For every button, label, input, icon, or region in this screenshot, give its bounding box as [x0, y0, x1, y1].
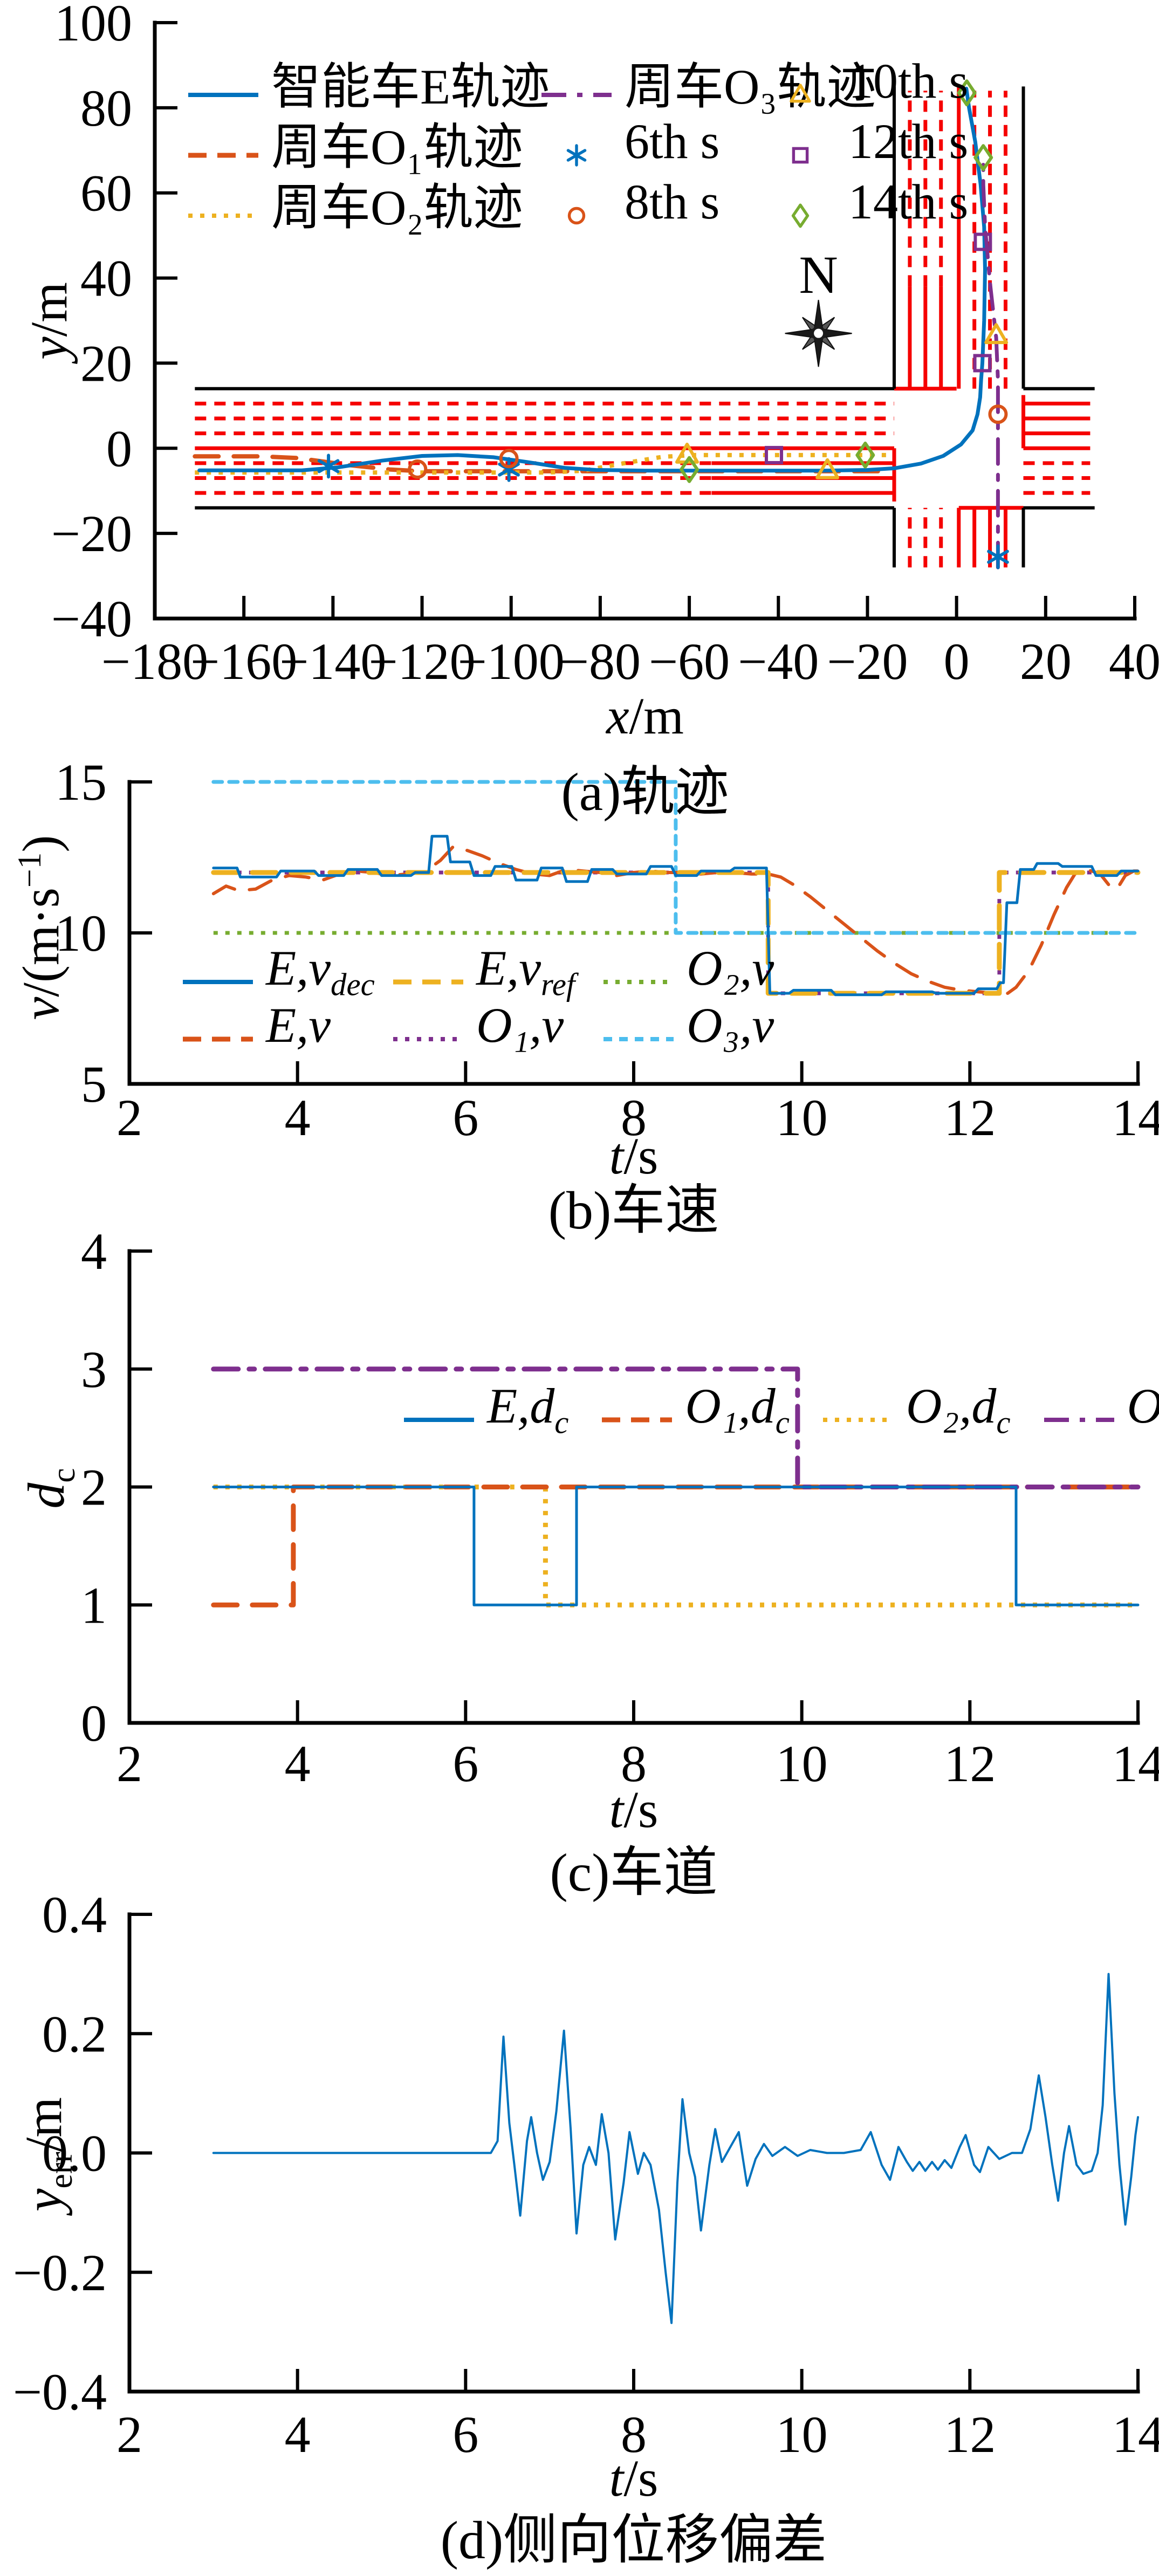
x-tick-label: 4: [285, 1735, 311, 1792]
x-tick-label: −120: [368, 633, 475, 690]
y-tick-label: 4: [81, 1222, 107, 1280]
x-tick-label: 14: [1112, 1735, 1159, 1792]
x-tick-label: 8: [621, 2406, 647, 2463]
x-tick-label: 4: [285, 2406, 311, 2463]
y-tick-label: 60: [80, 164, 132, 222]
series-O1-lane: [211, 1485, 1141, 1608]
x-tick-label: 40: [1109, 633, 1159, 690]
x-tick-label: 14: [1112, 2406, 1159, 2463]
x-tick-label: −40: [738, 633, 819, 690]
figure-a-markers: [317, 79, 1009, 569]
x-tick-label: −180: [101, 633, 208, 690]
x-tick-label: 6: [452, 1089, 478, 1146]
x-tick-label: 20: [1020, 633, 1072, 690]
compass-rose: N: [785, 245, 852, 367]
x-tick-label: 6: [452, 2406, 478, 2463]
x-tick-label: 2: [116, 1089, 142, 1146]
x-tick-label: 12: [944, 1735, 996, 1792]
y-tick-label: 10: [55, 904, 107, 962]
x-tick-label: 2: [116, 1735, 142, 1792]
x-tick-label: 0: [944, 633, 970, 690]
x-tick-label: 2: [116, 2406, 142, 2463]
y-tick-label: 40: [80, 250, 132, 307]
y-tick-label: −20: [51, 505, 132, 562]
x-tick-label: 6: [452, 1735, 478, 1792]
x-tick-label: −60: [649, 633, 730, 690]
x-tick-label: 10: [776, 2406, 828, 2463]
y-tick-label: 80: [80, 79, 132, 137]
figure-b: 5 10 15 2 4 6 8 10 12 14: [55, 753, 1159, 1146]
y-tick-label: 15: [55, 753, 107, 811]
figure-a: −40−20020406080100−180−160−140−120−100−8…: [51, 0, 1159, 690]
y-tick-label: 0.4: [42, 1886, 107, 1943]
x-tick-label: 12: [944, 1089, 996, 1146]
x-tick-label: −140: [279, 633, 386, 690]
series-E-lateral-error: [212, 1973, 1139, 2324]
x-tick-label: 10: [776, 1089, 828, 1146]
y-tick-label: 1: [81, 1576, 107, 1634]
y-tick-label: 20: [80, 334, 132, 392]
series-E-trajectory: [197, 86, 987, 473]
x-tick-label: 4: [285, 1089, 311, 1146]
compass-north-label: N: [799, 245, 838, 305]
figure-a-series: [193, 86, 1000, 569]
y-tick-label: 0.0: [42, 2125, 107, 2182]
x-tick-label: −100: [458, 633, 565, 690]
x-tick-label: −160: [190, 633, 297, 690]
series-O3-lane: [211, 1366, 1141, 1489]
series-E-speed-dec: [212, 835, 1140, 997]
series-E-lane: [212, 1486, 1140, 1606]
x-tick-label: 8: [621, 1089, 647, 1146]
figure-d: −0.4 −0.2 0.0 0.2 0.4 2 4 6 8 10 12 14: [13, 1886, 1159, 2463]
series-O3-speed: [211, 780, 1140, 935]
y-tick-label: 2: [81, 1459, 107, 1516]
x-tick-label: 8: [621, 1735, 647, 1792]
y-tick-label: 0.2: [42, 2005, 107, 2063]
figure-c-series: [211, 1366, 1141, 1608]
figure-a-roads: [195, 86, 1095, 568]
y-tick-label: −0.4: [13, 2363, 107, 2421]
y-tick-label: 5: [81, 1055, 107, 1113]
y-tick-label: −0.2: [13, 2244, 107, 2302]
x-tick-label: −20: [827, 633, 908, 690]
y-tick-label: 0: [106, 420, 132, 477]
figure-b-series: [211, 780, 1141, 997]
figure-d-series: [212, 1973, 1139, 2324]
x-tick-label: 10: [776, 1735, 828, 1792]
y-tick-label: 0: [81, 1694, 107, 1752]
y-tick-label: 3: [81, 1341, 107, 1398]
series-O2-lane: [213, 1485, 1138, 1608]
y-tick-label: −40: [51, 590, 132, 648]
x-tick-label: 12: [944, 2406, 996, 2463]
x-tick-label: 14: [1112, 1089, 1159, 1146]
x-tick-label: −80: [560, 633, 641, 690]
y-tick-label: 100: [54, 0, 132, 52]
series-O3-trajectory: [981, 157, 1000, 569]
